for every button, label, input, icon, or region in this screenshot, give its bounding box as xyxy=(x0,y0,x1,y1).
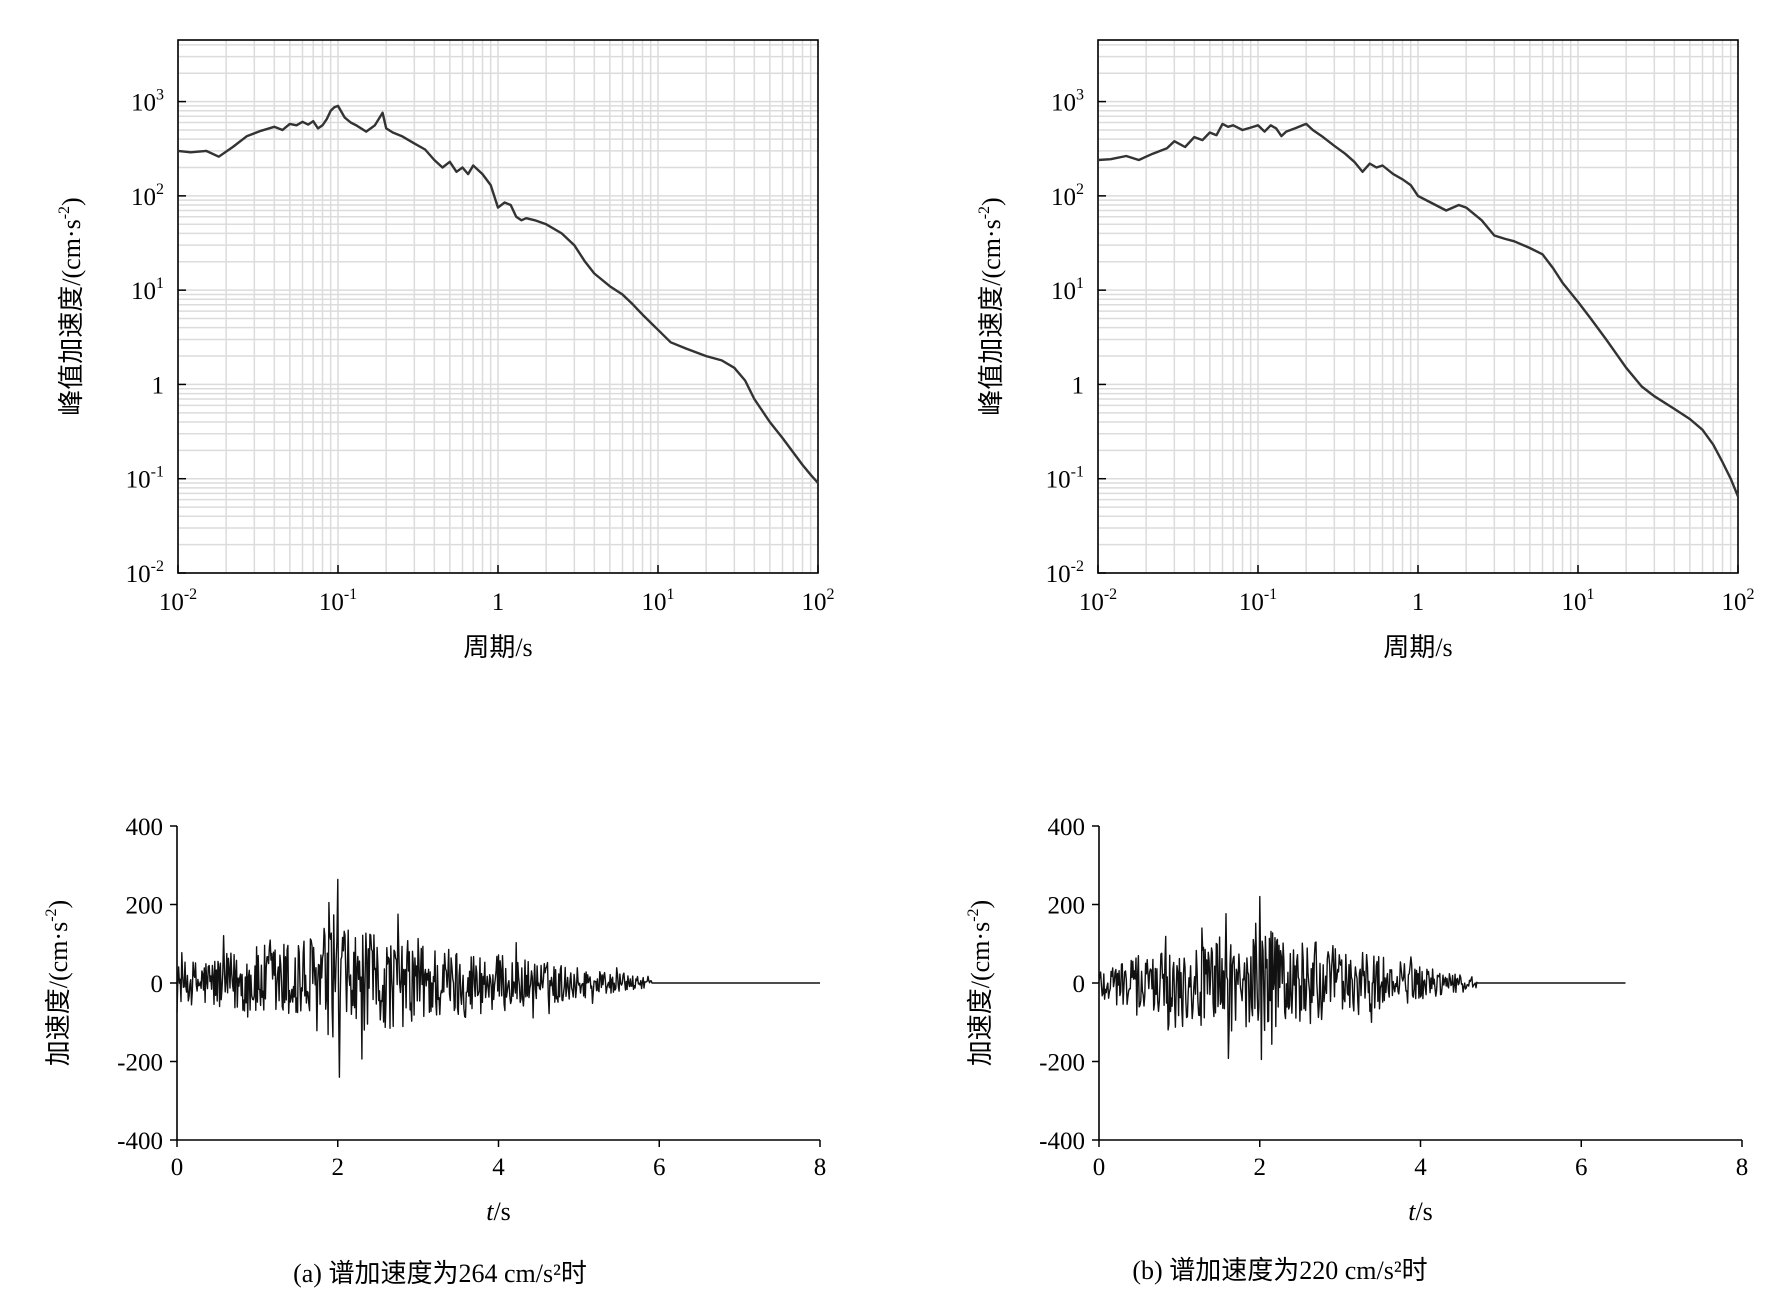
x-axis-label: t/s xyxy=(1408,1197,1433,1226)
y-tick-label: 10-1 xyxy=(1046,464,1084,494)
x-tick-label: 101 xyxy=(1562,586,1595,616)
y-tick-label: 101 xyxy=(131,275,164,305)
caption-a: (a) 谱加速度为264 cm/s²时 xyxy=(293,1259,587,1288)
spectrum-line xyxy=(177,104,819,484)
x-tick-label: 0 xyxy=(1093,1154,1106,1181)
x-tick-label: 8 xyxy=(814,1154,827,1181)
y-tick-label: 200 xyxy=(1048,893,1086,920)
x-tick-label: 10-1 xyxy=(1239,586,1277,616)
x-tick-label: 4 xyxy=(1414,1154,1427,1181)
y-axis-label: 峰值加速度/(cm·s-2) xyxy=(976,197,1006,415)
x-tick-label: 10-2 xyxy=(159,586,197,616)
y-tick-label: 400 xyxy=(1048,814,1086,841)
y-axis-label: 峰值加速度/(cm·s-2) xyxy=(56,197,86,415)
y-tick-label: 102 xyxy=(131,181,164,211)
x-tick-label: 102 xyxy=(1722,586,1755,616)
y-axis-label: 加速度/(cm·s-2) xyxy=(965,900,995,1066)
y-tick-label: -200 xyxy=(1039,1050,1085,1077)
y-axis-label: 加速度/(cm·s-2) xyxy=(43,900,73,1066)
y-tick-label: 103 xyxy=(1051,87,1084,117)
x-tick-label: 6 xyxy=(653,1154,666,1181)
x-tick-label: 10-1 xyxy=(319,586,357,616)
acceleration-line xyxy=(1098,895,1626,1061)
y-tick-label: -200 xyxy=(117,1050,163,1077)
x-tick-label: 102 xyxy=(802,586,835,616)
x-tick-label: 6 xyxy=(1575,1154,1588,1181)
y-tick-label: 0 xyxy=(151,971,164,998)
y-tick-label: 200 xyxy=(126,893,164,920)
x-axis-label: t/s xyxy=(486,1197,511,1226)
x-tick-label: 10-2 xyxy=(1079,586,1117,616)
y-tick-label: 400 xyxy=(126,814,164,841)
x-tick-label: 0 xyxy=(171,1154,184,1181)
x-tick-label: 2 xyxy=(332,1154,345,1181)
x-axis-label: 周期/s xyxy=(1383,633,1452,662)
x-tick-label: 2 xyxy=(1254,1154,1267,1181)
y-tick-label: -400 xyxy=(117,1128,163,1155)
spectrum-line xyxy=(1097,122,1740,497)
timehistory-panel-a-bottom: 0 2 4 6 8 400 200 0 -200 -400 t/s 加速度/(cm·s-2) xyxy=(43,814,826,1226)
x-axis-label: 周期/s xyxy=(463,633,532,662)
y-tick-label: 10-2 xyxy=(126,558,164,588)
y-tick-label: 0 xyxy=(1073,971,1086,998)
caption-b: (b) 谱加速度为220 cm/s²时 xyxy=(1132,1256,1428,1285)
y-tick-label: 101 xyxy=(1051,275,1084,305)
spectrum-panel-a-top: 10-2 10-1 1 101 102 10-2 10-1 1 101 102 103 周期/s 峰值加… xyxy=(56,39,835,662)
x-tick-label: 101 xyxy=(642,586,675,616)
x-tick-label: 1 xyxy=(492,589,505,616)
y-tick-label: 1 xyxy=(1072,372,1085,399)
x-tick-label: 4 xyxy=(492,1154,505,1181)
acceleration-line xyxy=(176,878,820,1078)
y-tick-label: 1 xyxy=(152,372,165,399)
x-tick-label: 8 xyxy=(1736,1154,1749,1181)
x-tick-label: 1 xyxy=(1412,589,1425,616)
y-tick-label: 10-1 xyxy=(126,464,164,494)
y-tick-label: -400 xyxy=(1039,1128,1085,1155)
y-tick-label: 102 xyxy=(1051,181,1084,211)
y-tick-label: 10-2 xyxy=(1046,558,1084,588)
y-tick-label: 103 xyxy=(131,87,164,117)
timehistory-panel-b-bottom: 0 2 4 6 8 400 200 0 -200 -400 t/s 加速度/(cm·s-2) xyxy=(965,814,1748,1226)
spectrum-panel-b-top: 10-2 10-1 1 101 102 10-2 10-1 1 101 102 103 周期/s 峰值加… xyxy=(976,39,1755,662)
